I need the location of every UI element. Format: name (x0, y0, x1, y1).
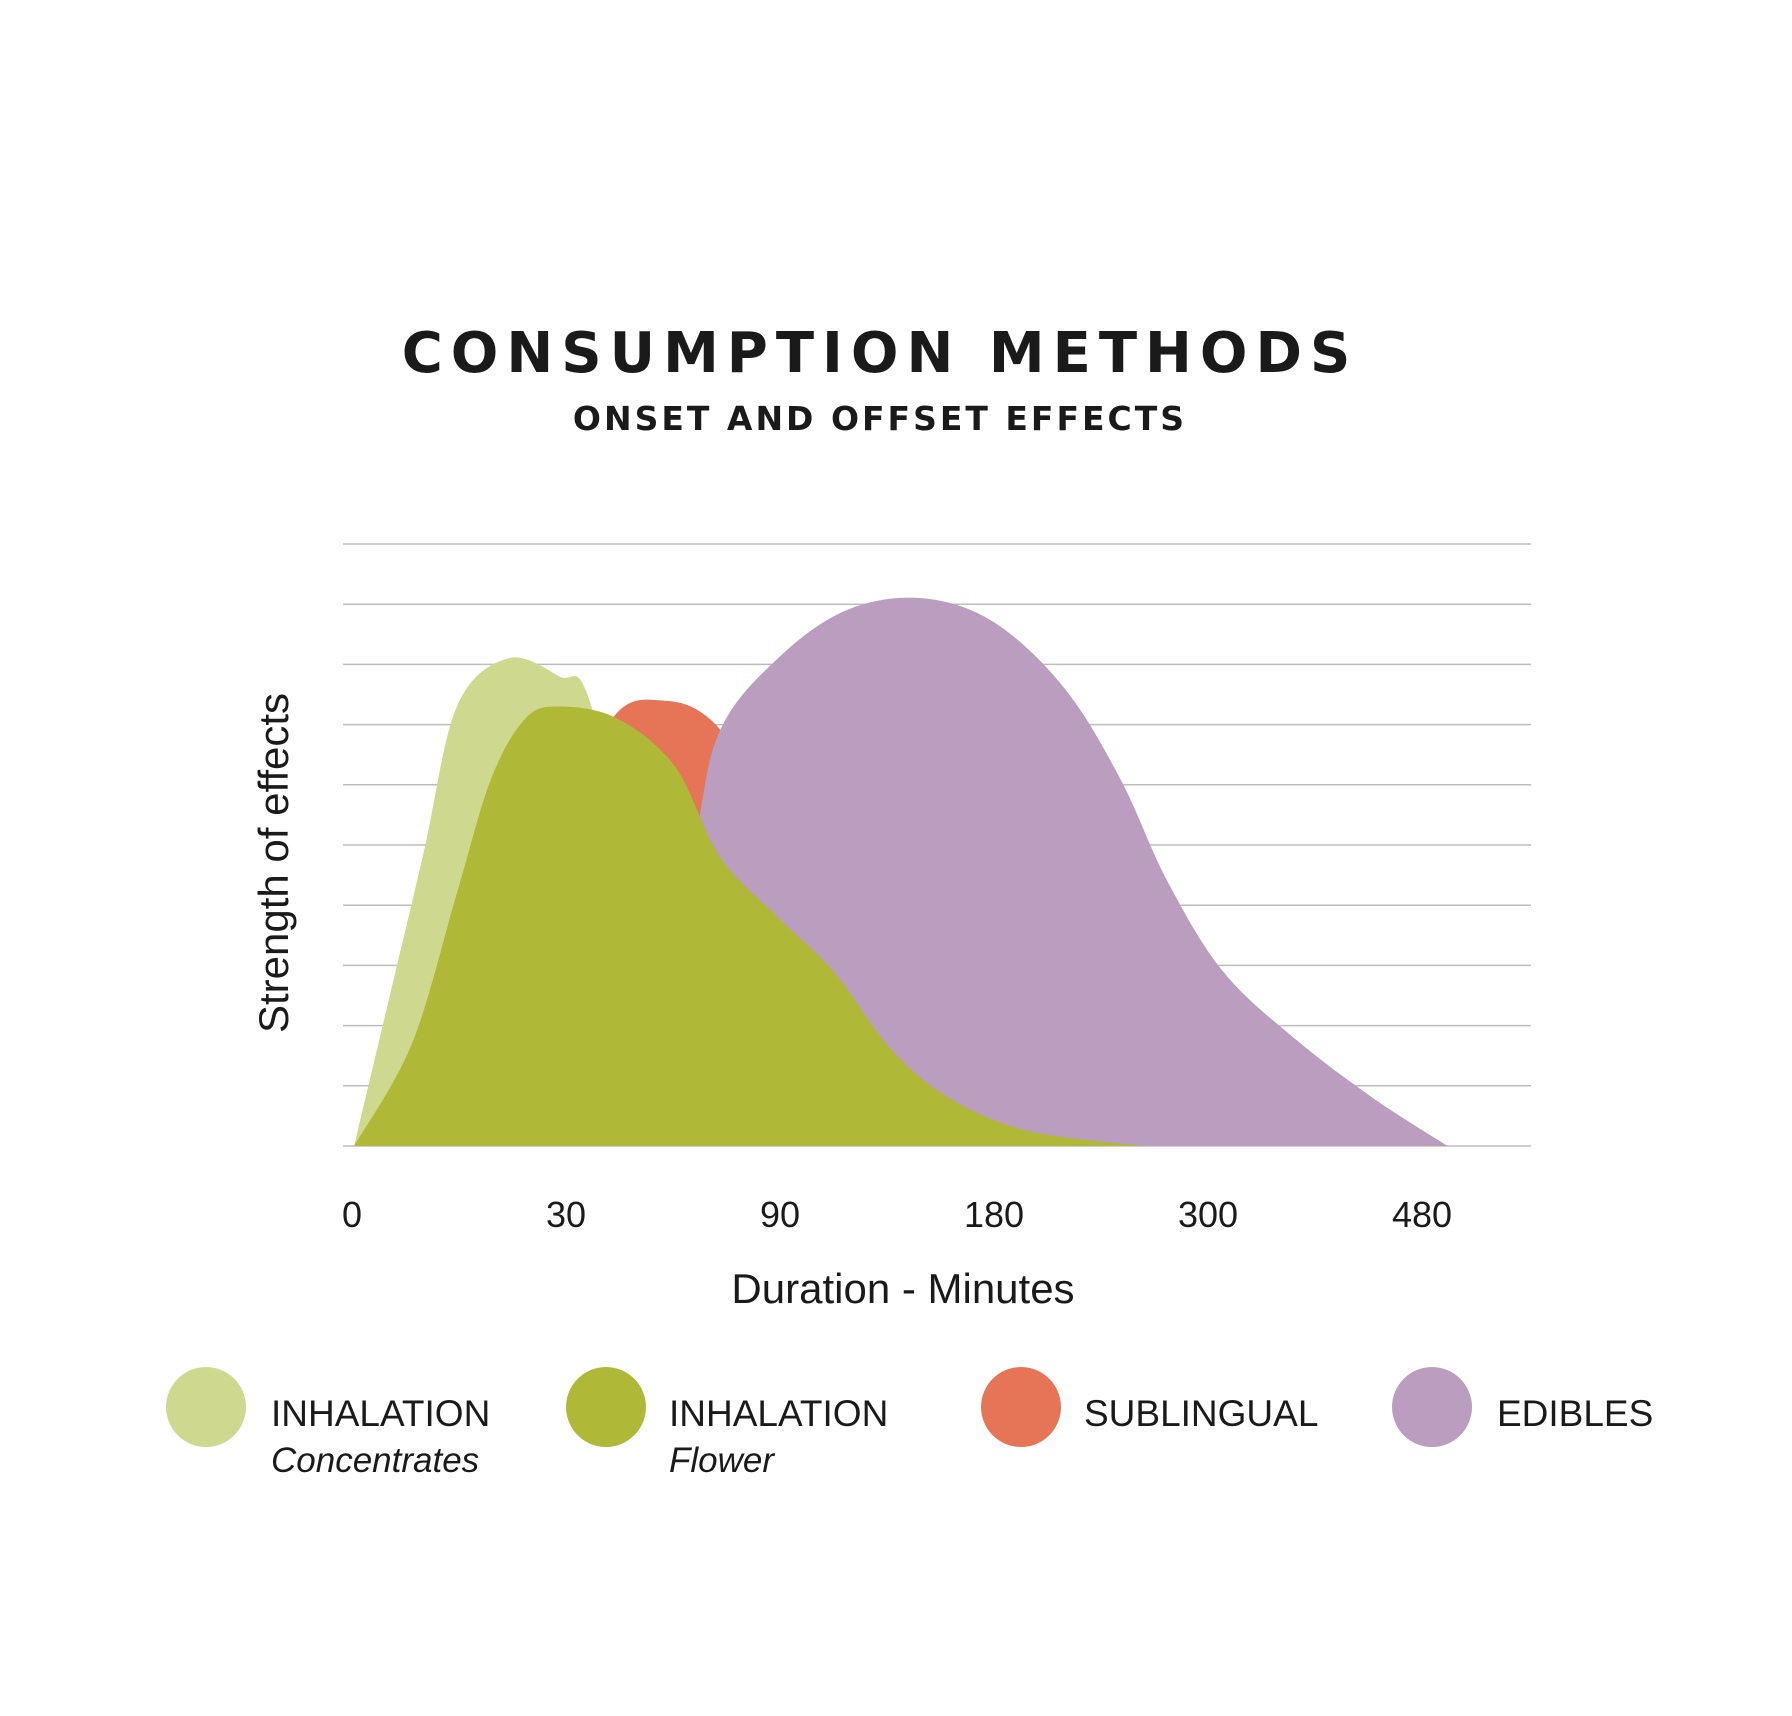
x-axis-label: Duration - Minutes (731, 1265, 1074, 1312)
x-tick-label: 30 (546, 1194, 586, 1235)
x-tick-label: 300 (1178, 1194, 1238, 1235)
areas (354, 597, 1448, 1146)
x-ticks: 0 30 90 180 300 480 (342, 1194, 1452, 1235)
x-tick-label: 0 (342, 1194, 362, 1235)
legend-sublabel: Flower (669, 1441, 775, 1480)
legend-label: EDIBLES (1497, 1393, 1654, 1434)
x-tick-label: 480 (1392, 1194, 1452, 1235)
legend-swatch (166, 1367, 246, 1447)
legend-label: INHALATION (669, 1393, 889, 1434)
legend-label: SUBLINGUAL (1084, 1393, 1319, 1434)
legend-sublabel: Concentrates (271, 1441, 480, 1480)
y-axis-label: Strength of effects (250, 693, 297, 1033)
legend-swatch (566, 1367, 646, 1447)
x-tick-label: 180 (964, 1194, 1024, 1235)
legend-swatch (1392, 1367, 1472, 1447)
x-tick-label: 90 (760, 1194, 800, 1235)
legend-label: INHALATION (271, 1393, 491, 1434)
area-inhalation-flower (354, 706, 1144, 1146)
chart-subtitle: ONSET AND OFFSET EFFECTS (573, 399, 1187, 438)
chart-title: CONSUMPTION METHODS (402, 321, 1359, 386)
legend-swatch (981, 1367, 1061, 1447)
